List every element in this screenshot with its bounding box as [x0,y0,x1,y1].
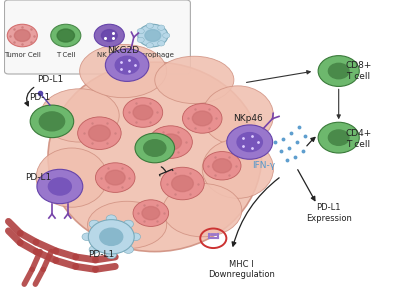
Text: NKG2D: NKG2D [107,46,139,55]
Circle shape [39,112,65,131]
Circle shape [48,178,71,195]
Text: NKp46: NKp46 [233,114,263,123]
Circle shape [328,63,349,79]
Circle shape [7,24,37,47]
Circle shape [192,111,212,126]
Text: CD8+
T cell: CD8+ T cell [345,61,372,81]
Circle shape [138,24,168,47]
Circle shape [123,246,134,253]
Circle shape [123,98,163,127]
Circle shape [123,220,134,228]
Circle shape [106,251,116,259]
Ellipse shape [163,184,242,237]
Text: PD-L1: PD-L1 [88,250,114,259]
Circle shape [158,41,165,46]
Circle shape [149,126,192,158]
Text: PD-1: PD-1 [29,93,50,102]
Text: Tumor Cell: Tumor Cell [4,52,41,58]
Text: IFN-γ: IFN-γ [252,161,275,170]
Circle shape [88,220,134,254]
Circle shape [146,43,153,48]
Circle shape [137,28,144,34]
Circle shape [105,49,149,81]
Circle shape [163,33,170,38]
Circle shape [51,24,81,47]
Circle shape [145,30,161,41]
Circle shape [101,30,117,41]
Ellipse shape [36,148,107,207]
Circle shape [130,233,140,241]
Text: MHC I
Downregulation: MHC I Downregulation [208,260,275,279]
Circle shape [115,56,139,74]
Circle shape [160,134,182,150]
Text: Macrophage: Macrophage [131,52,174,58]
Ellipse shape [155,56,234,104]
Text: PD-L1
Expression: PD-L1 Expression [306,203,352,223]
Circle shape [237,133,262,152]
Text: CD4+
T cell: CD4+ T cell [345,129,372,149]
Circle shape [212,159,232,173]
Text: PD-L1: PD-L1 [25,173,51,182]
Circle shape [100,228,123,245]
Circle shape [146,23,153,28]
Circle shape [161,167,204,200]
Circle shape [14,30,30,41]
Circle shape [105,170,125,185]
Circle shape [89,220,99,228]
Circle shape [203,152,241,180]
Circle shape [227,125,273,159]
Circle shape [96,163,135,192]
Circle shape [133,105,153,120]
Circle shape [137,37,144,43]
Circle shape [318,122,359,153]
Circle shape [57,29,74,42]
Ellipse shape [48,62,262,252]
Circle shape [89,246,99,253]
Circle shape [30,105,74,138]
Ellipse shape [202,86,274,145]
Circle shape [172,175,193,192]
Circle shape [133,200,169,226]
Circle shape [328,130,349,145]
Text: PD-L1: PD-L1 [37,75,63,84]
Circle shape [94,24,124,47]
Circle shape [158,25,165,30]
Ellipse shape [80,44,167,98]
Circle shape [318,56,359,86]
Circle shape [37,169,83,204]
Circle shape [135,133,174,163]
Circle shape [106,215,116,223]
Ellipse shape [40,89,119,142]
Circle shape [142,207,160,220]
Text: T Cell: T Cell [56,52,76,58]
Circle shape [78,117,121,149]
Circle shape [82,233,92,241]
Text: NK Cell: NK Cell [97,52,122,58]
Ellipse shape [88,201,167,249]
FancyBboxPatch shape [4,0,190,74]
Circle shape [88,125,110,141]
Ellipse shape [202,139,274,198]
Circle shape [144,140,166,156]
Circle shape [182,104,222,133]
